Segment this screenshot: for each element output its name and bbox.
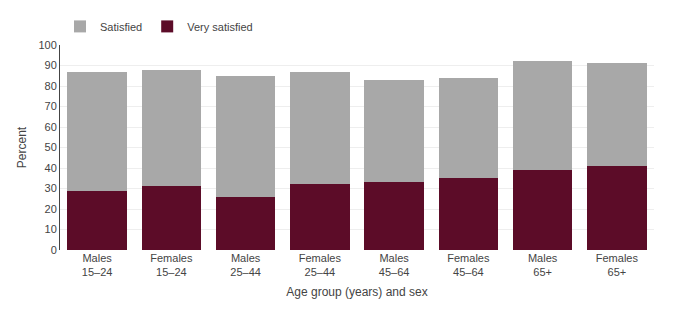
svg-text:10: 10 [45, 223, 57, 235]
svg-text:Females45–64: Females45–64 [447, 252, 490, 278]
svg-text:70: 70 [45, 100, 57, 112]
svg-text:Males65+: Males65+ [528, 252, 558, 278]
svg-text:Females65+: Females65+ [596, 252, 639, 278]
svg-text:Males15–24: Males15–24 [82, 252, 113, 278]
svg-text:Females25–44: Females25–44 [299, 252, 342, 278]
svg-text:90: 90 [45, 59, 57, 71]
svg-text:60: 60 [45, 121, 57, 133]
svg-text:Very satisfied: Very satisfied [187, 21, 252, 33]
svg-text:80: 80 [45, 80, 57, 92]
svg-text:40: 40 [45, 162, 57, 174]
svg-text:100: 100 [38, 39, 56, 51]
svg-text:50: 50 [45, 141, 57, 153]
svg-text:Females15–24: Females15–24 [150, 252, 193, 278]
svg-text:Percent: Percent [15, 126, 29, 168]
svg-text:Age group (years) and sex: Age group (years) and sex [286, 285, 427, 299]
svg-text:Males45–64: Males45–64 [379, 252, 410, 278]
svg-text:Satisfied: Satisfied [100, 21, 142, 33]
svg-text:0: 0 [51, 244, 57, 256]
svg-text:20: 20 [45, 203, 57, 215]
svg-text:30: 30 [45, 182, 57, 194]
svg-text:Males25–44: Males25–44 [230, 252, 261, 278]
